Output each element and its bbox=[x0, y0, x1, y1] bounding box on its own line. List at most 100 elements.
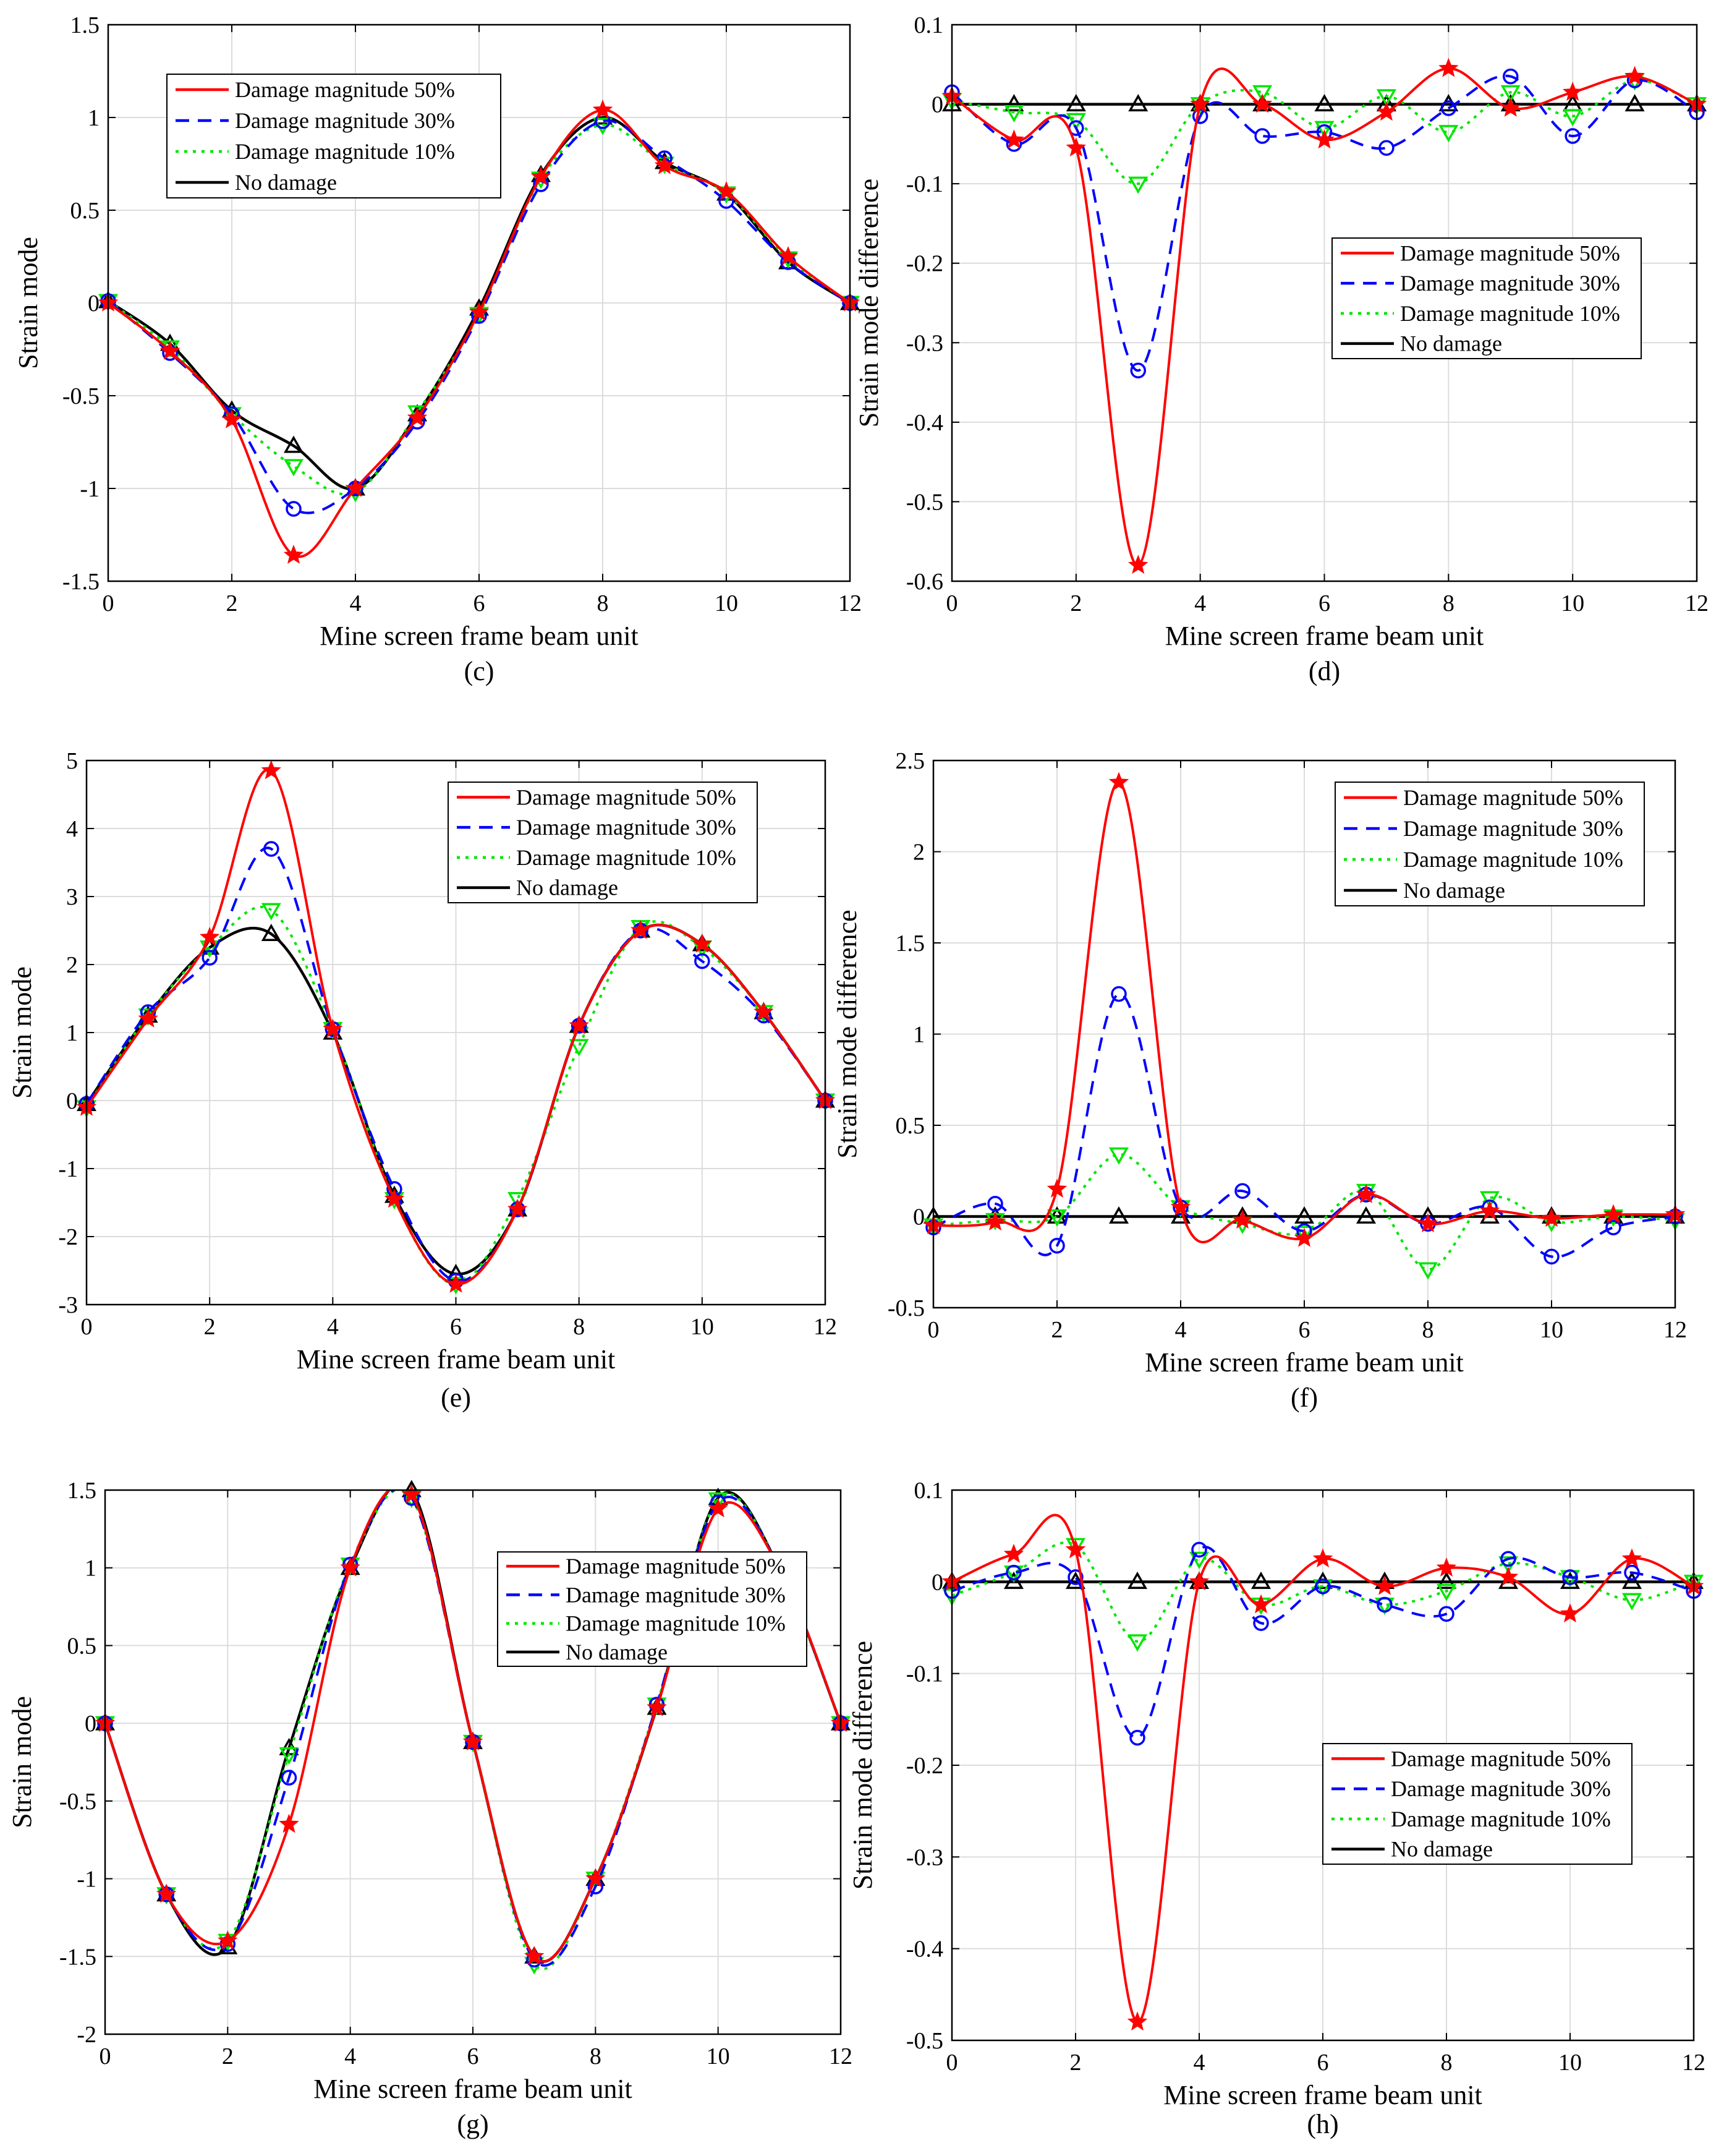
data-point bbox=[283, 544, 304, 564]
data-point bbox=[1003, 1543, 1024, 1563]
data-point bbox=[1065, 1539, 1086, 1559]
y-tick-label: -1.5 bbox=[62, 569, 100, 595]
x-tick-label: 4 bbox=[344, 2043, 356, 2069]
y-tick-label: 0.5 bbox=[896, 1113, 925, 1139]
data-point bbox=[469, 301, 490, 321]
chart-panel-d: 0 2 4 6 8 10 12 -0.6 -0.5 -0.4 -0.3 -0.2 -0.1 0 0.1 Min… bbox=[854, 12, 1709, 686]
data-point bbox=[692, 933, 713, 953]
x-axis-label: Mine screen frame beam unit bbox=[1145, 1347, 1464, 1378]
legend-label: Damage magnitude 30% bbox=[1400, 271, 1620, 296]
y-tick-label: 0.5 bbox=[67, 1633, 97, 1659]
legend-box bbox=[448, 782, 758, 903]
y-tick-label: -0.3 bbox=[906, 1844, 943, 1870]
x-tick-label: 8 bbox=[1422, 1317, 1434, 1343]
data-point bbox=[221, 409, 242, 428]
data-point bbox=[345, 477, 366, 497]
data-point bbox=[1108, 1206, 1129, 1224]
data-point bbox=[138, 1008, 158, 1028]
data-point bbox=[1251, 1594, 1272, 1614]
y-tick-label: 1.5 bbox=[67, 1478, 97, 1504]
axes-frame bbox=[85, 759, 826, 1306]
y-tick-label: -2 bbox=[58, 1224, 78, 1250]
data-point bbox=[1621, 1571, 1642, 1589]
data-point bbox=[202, 950, 218, 966]
series-line bbox=[933, 992, 1675, 1258]
x-tick-label: 12 bbox=[838, 590, 862, 616]
data-point bbox=[218, 1930, 238, 1949]
data-point bbox=[1312, 1548, 1333, 1568]
data-point bbox=[1624, 66, 1645, 85]
y-tick-label: 0 bbox=[913, 1204, 925, 1230]
data-point bbox=[1049, 1237, 1065, 1254]
data-point bbox=[987, 1196, 1003, 1212]
x-tick-label: 8 bbox=[590, 2043, 601, 2069]
legend-box bbox=[166, 74, 501, 198]
data-point bbox=[1128, 176, 1149, 194]
axes-frame bbox=[951, 1489, 1695, 2042]
data-point bbox=[1376, 101, 1397, 121]
data-point bbox=[1108, 1147, 1129, 1165]
y-tick-label: -0.6 bbox=[906, 569, 943, 595]
y-axis-label: Strain mode bbox=[7, 1696, 37, 1828]
y-tick-label: 0 bbox=[88, 291, 100, 317]
x-tick-label: 10 bbox=[1540, 1317, 1563, 1343]
data-point bbox=[569, 1015, 589, 1034]
y-tick-label: -0.3 bbox=[906, 330, 943, 356]
data-point bbox=[323, 1018, 343, 1038]
data-point bbox=[1562, 1569, 1578, 1585]
data-point bbox=[446, 1273, 466, 1293]
data-point bbox=[585, 1868, 606, 1888]
legend: Damage magnitude 50% Damage magnitude 30%… bbox=[1331, 237, 1642, 359]
data-point bbox=[1066, 113, 1086, 130]
x-tick-label: 4 bbox=[1194, 590, 1206, 616]
data-point bbox=[281, 1770, 297, 1786]
y-tick-label: -0.5 bbox=[888, 1295, 925, 1321]
data-point bbox=[261, 903, 281, 921]
x-tick-label: 4 bbox=[1194, 2050, 1205, 2076]
legend: Damage magnitude 50% Damage magnitude 30%… bbox=[1322, 1743, 1633, 1865]
data-point bbox=[1560, 1571, 1581, 1589]
legend-label: Damage magnitude 30% bbox=[1403, 816, 1623, 841]
x-tick-label: 8 bbox=[597, 590, 609, 616]
data-point bbox=[1130, 362, 1146, 379]
data-point bbox=[1006, 1564, 1022, 1581]
data-point bbox=[1004, 129, 1024, 149]
y-axis-label: Strain mode difference bbox=[847, 1641, 878, 1890]
y-tick-label: -1 bbox=[58, 1156, 78, 1182]
y-axis-label: Strain mode bbox=[7, 966, 37, 1099]
x-tick-label: 6 bbox=[1318, 590, 1330, 616]
legend: Damage magnitude 50% Damage magnitude 30%… bbox=[448, 782, 758, 903]
y-tick-label: -0.5 bbox=[906, 489, 943, 515]
panel-caption: (d) bbox=[1309, 656, 1340, 686]
data-point bbox=[1294, 1206, 1315, 1224]
y-tick-label: 0 bbox=[85, 1711, 96, 1737]
data-point bbox=[1500, 1551, 1516, 1567]
data-point bbox=[524, 1946, 545, 1966]
x-tick-label: 6 bbox=[467, 2043, 479, 2069]
y-tick-label: -3 bbox=[58, 1292, 78, 1318]
legend-label: No damage bbox=[1391, 1837, 1493, 1862]
data-point bbox=[1108, 772, 1129, 791]
data-point bbox=[1565, 128, 1581, 144]
x-tick-label: 4 bbox=[1175, 1317, 1187, 1343]
x-tick-label: 12 bbox=[1663, 1317, 1687, 1343]
chart-panel-c: 0 2 4 6 8 10 12 -1.5 -1 -0.5 0 0.5 1 1.5 Mine screen f… bbox=[13, 12, 862, 686]
series-line bbox=[87, 846, 825, 1282]
data-point bbox=[1111, 986, 1127, 1002]
data-point bbox=[1065, 1571, 1086, 1589]
data-point bbox=[1128, 94, 1149, 112]
data-point bbox=[778, 245, 799, 265]
data-point bbox=[1254, 128, 1270, 144]
data-point bbox=[1479, 1200, 1500, 1220]
y-tick-label: -1 bbox=[80, 476, 100, 502]
y-tick-label: -0.5 bbox=[59, 1789, 96, 1815]
data-point bbox=[1314, 129, 1335, 149]
data-point bbox=[1127, 1571, 1148, 1589]
x-tick-label: 8 bbox=[1441, 2050, 1453, 2076]
data-point bbox=[654, 155, 675, 174]
data-point bbox=[1560, 1603, 1581, 1623]
data-point bbox=[340, 1557, 360, 1577]
data-point bbox=[1294, 1227, 1315, 1247]
